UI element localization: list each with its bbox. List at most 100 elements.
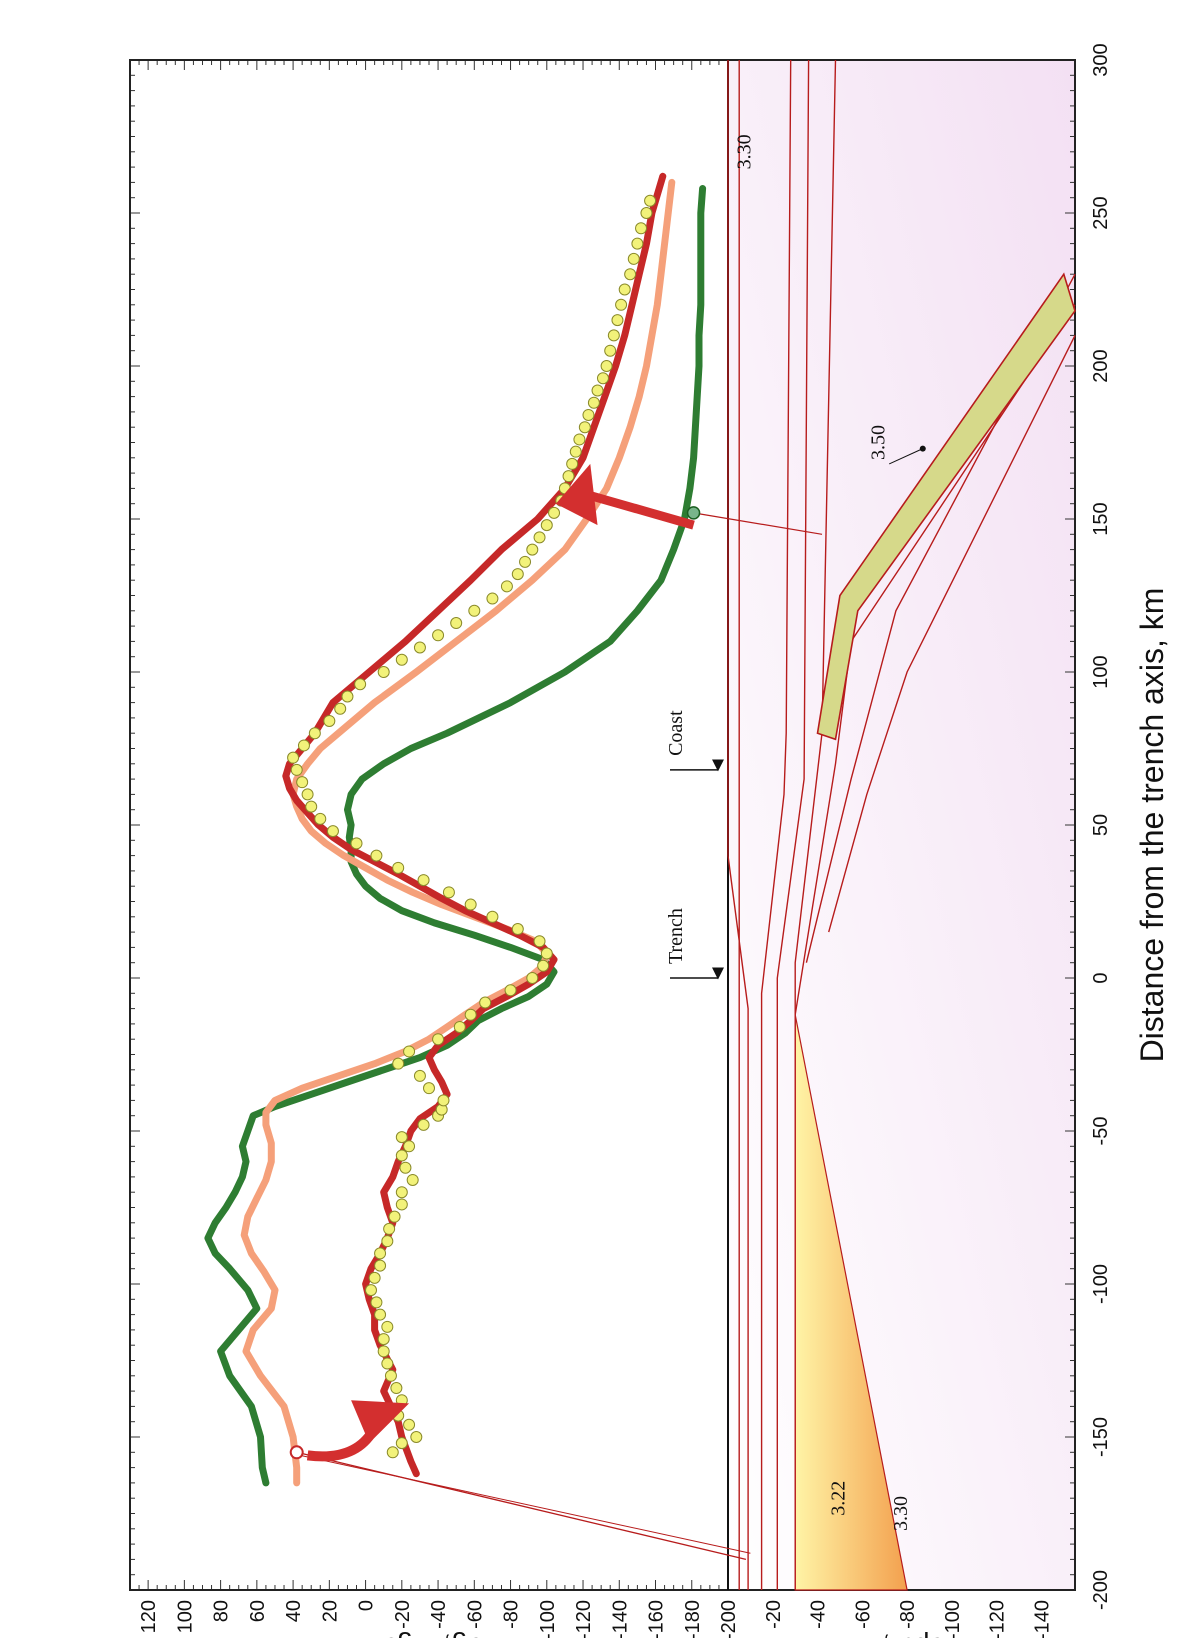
observation-point (587, 396, 600, 409)
shift-arrow-shaft (585, 490, 695, 530)
x-axis-title: Distance from the trench axis, km (1134, 588, 1170, 1063)
observation-point (500, 580, 513, 593)
observation-point (611, 314, 624, 327)
observation-point (323, 714, 336, 727)
observation-point (417, 1118, 430, 1131)
observation-point (308, 727, 321, 740)
observation-point (624, 268, 637, 281)
observation-point (287, 751, 300, 764)
y-tick-label-gravity: -120 (573, 1600, 595, 1638)
y-tick-label-gravity: -140 (609, 1600, 631, 1638)
observation-point (423, 1082, 435, 1095)
leader-line (888, 448, 923, 465)
density-label: 3.22 (827, 1481, 849, 1516)
chart-marks (204, 59, 1076, 1591)
observation-point (395, 1186, 408, 1199)
observation-point (453, 1020, 466, 1033)
density-label: 3.30 (890, 1496, 912, 1531)
observation-point (562, 470, 575, 483)
observation-point (640, 207, 653, 219)
y-tick-label-depth: -80 (897, 1600, 919, 1629)
shift-arrow-head (351, 1400, 410, 1444)
observation-point (526, 972, 539, 984)
observation-point (368, 1271, 381, 1284)
observation-point (377, 1345, 390, 1358)
slab-line (794, 304, 1076, 1015)
shift-arrow-head (555, 463, 598, 526)
observation-point (413, 1069, 426, 1082)
observation-point (377, 1333, 390, 1346)
dense-slab-350 (816, 272, 1076, 741)
observation-point (504, 984, 517, 997)
marker-label: Trench (665, 908, 687, 964)
observation-point (370, 849, 383, 862)
observation-point (395, 1198, 408, 1211)
observation-point (297, 739, 310, 752)
y-tick-label-depth: -60 (852, 1600, 874, 1629)
panels (129, 59, 1076, 1591)
density-label: 3.50 (868, 425, 890, 460)
y-tick-label-gravity: 40 (283, 1600, 305, 1622)
observation-point (296, 776, 309, 789)
observation-point (374, 1259, 387, 1272)
observation-point (392, 861, 405, 874)
observation-point (399, 1161, 412, 1174)
x-tick-label: 200 (1090, 349, 1112, 382)
observation-point (392, 1057, 405, 1070)
observation-point (395, 653, 408, 666)
observation-point (607, 329, 620, 342)
source-marker (289, 1445, 304, 1460)
observation-point (354, 678, 367, 691)
observation-point (631, 237, 644, 250)
observation-point (442, 886, 455, 899)
y-tick-label-depth: -140 (1031, 1600, 1053, 1638)
slab-bottom-line (828, 335, 1076, 933)
y-tick-label-gravity: -180 (682, 1600, 704, 1638)
observation-point (464, 898, 477, 911)
observation-point (519, 555, 532, 568)
observation-point (537, 959, 550, 972)
observation-point (326, 825, 339, 838)
observation-point (403, 1045, 416, 1058)
y-tick-label-gravity: -40 (428, 1600, 450, 1629)
observation-point (479, 996, 492, 1009)
observation-point (305, 800, 318, 813)
observation-point (365, 1284, 378, 1297)
observation-point (566, 457, 579, 470)
y-tick-label-depth: -40 (808, 1600, 830, 1629)
observation-point (395, 1131, 408, 1144)
layer-line (760, 59, 792, 1590)
observation-point (384, 1369, 397, 1382)
observation-point (374, 1308, 387, 1321)
depth-ylabel: Depth, km (838, 1632, 966, 1638)
observation-point (604, 344, 617, 357)
slab-line (805, 273, 1076, 963)
observation-point (511, 923, 524, 936)
observation-point (437, 1094, 450, 1107)
connector-line (300, 1454, 751, 1554)
observation-point (526, 543, 539, 556)
x-tick-label: 50 (1090, 814, 1112, 836)
observation-point (615, 298, 628, 311)
y-tick-label-gravity: -100 (537, 1600, 559, 1638)
observation-point (370, 1296, 383, 1309)
x-tick-label: -100 (1090, 1264, 1112, 1304)
y-tick-label-gravity: 120 (138, 1600, 160, 1633)
observation-point (511, 568, 524, 581)
observation-point (591, 384, 604, 397)
observation-point (600, 360, 613, 372)
observation-point (417, 874, 430, 887)
y-tick-label-depth: -20 (763, 1600, 785, 1629)
observation-point (301, 788, 314, 801)
connector-line (296, 1451, 747, 1561)
y-tick-label-gravity: 100 (174, 1600, 196, 1633)
observation-point (468, 604, 481, 617)
observation-point (290, 763, 303, 776)
y-tick-label-depth: -120 (987, 1600, 1009, 1638)
connector-line (693, 512, 823, 535)
observation-point (432, 1033, 445, 1046)
observation-point (403, 1418, 416, 1431)
